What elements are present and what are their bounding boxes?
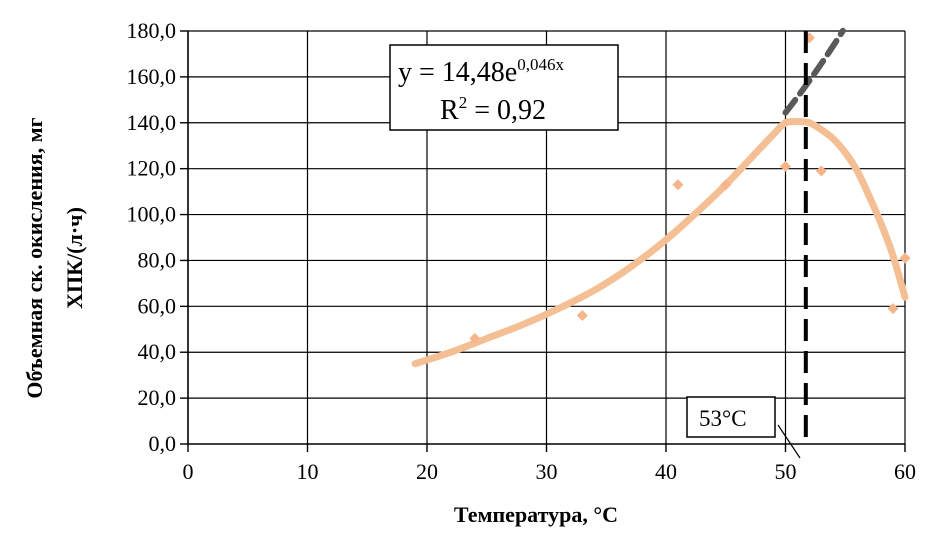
data-point — [899, 252, 911, 264]
x-tick-label: 60 — [894, 459, 916, 484]
y-tick-label: 20,0 — [138, 385, 177, 410]
exponential-trendline — [782, 27, 846, 116]
x-tick-label: 0 — [183, 459, 194, 484]
data-point — [780, 160, 791, 172]
y-tick-label: 80,0 — [138, 247, 177, 272]
equation-box: y = 14,48e0,046x R2 = 0,92 — [389, 44, 619, 131]
x-axis-title: Температура, °С — [454, 502, 618, 527]
y-tick-label: 40,0 — [138, 339, 177, 364]
y-tick-label: 100,0 — [127, 202, 177, 227]
x-tick-label: 10 — [297, 459, 319, 484]
y-tick-labels: 0,0 20,0 40,0 60,0 80,0 100,0 120,0 140,0 160,0 1… — [127, 18, 177, 456]
temperature-callout: 53°C — [686, 396, 801, 459]
x-tick-label: 50 — [775, 459, 797, 484]
x-tick-label: 20 — [416, 459, 438, 484]
axes — [180, 30, 906, 452]
y-tick-label: 120,0 — [127, 156, 177, 181]
y-tick-label: 140,0 — [127, 110, 177, 135]
y-tick-label: 160,0 — [127, 64, 177, 89]
equation-text: y = 14,48e0,046x — [398, 55, 564, 88]
temperature-label: 53°C — [699, 406, 747, 431]
x-tick-label: 30 — [536, 459, 558, 484]
data-point — [672, 179, 684, 191]
data-point — [887, 303, 899, 315]
y-axis-title-line1: Объемная ск. окисления, мг — [22, 117, 47, 398]
y-tick-label: 180,0 — [127, 18, 177, 43]
data-point — [576, 310, 588, 322]
y-tick-label: 0,0 — [149, 431, 177, 456]
data-point — [720, 179, 732, 191]
data-point — [469, 332, 481, 344]
x-tick-labels: 0 10 20 30 40 50 60 — [183, 459, 917, 484]
data-point — [815, 165, 827, 177]
fit-curve — [411, 117, 909, 368]
r-squared-text: R2 = 0,92 — [440, 93, 546, 126]
y-axis-title-line2: ХПК/(л·ч) — [62, 207, 87, 309]
data-points — [469, 32, 911, 344]
x-tick-label: 40 — [655, 459, 677, 484]
y-tick-label: 60,0 — [138, 293, 177, 318]
